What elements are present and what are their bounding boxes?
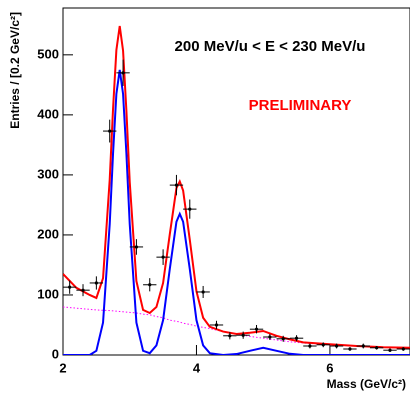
y-tick-label: 400 bbox=[37, 106, 59, 121]
annotation: PRELIMINARY bbox=[249, 97, 352, 114]
data-point bbox=[188, 207, 192, 211]
x-axis-label: Mass (GeV/c²) bbox=[327, 377, 406, 391]
fit-curve bbox=[63, 306, 410, 349]
y-tick-label: 300 bbox=[37, 166, 59, 181]
data-point bbox=[174, 183, 179, 187]
data-point bbox=[214, 323, 219, 327]
data-point bbox=[361, 344, 365, 348]
data-point bbox=[254, 327, 259, 331]
data-point bbox=[94, 281, 98, 285]
data-point bbox=[375, 346, 379, 350]
data-point bbox=[388, 348, 392, 352]
data-point bbox=[281, 337, 285, 341]
data-point bbox=[134, 245, 139, 249]
data-point bbox=[108, 129, 112, 133]
data-point bbox=[308, 344, 312, 348]
data-point bbox=[81, 288, 85, 292]
x-tick-label: 4 bbox=[193, 360, 201, 375]
fit-curve bbox=[63, 69, 410, 355]
fit-curve bbox=[63, 25, 410, 349]
y-tick-label: 200 bbox=[37, 226, 59, 241]
data-point bbox=[201, 290, 205, 294]
data-point bbox=[241, 333, 245, 337]
data-point bbox=[228, 334, 232, 338]
data-point bbox=[334, 344, 339, 348]
y-axis-label: Entries / [0.2 GeV/c²] bbox=[8, 12, 22, 129]
data-point bbox=[68, 285, 72, 289]
data-point bbox=[148, 283, 152, 287]
x-tick-label: 6 bbox=[326, 360, 333, 375]
chart-title: 200 MeV/u < E < 230 MeV/u bbox=[175, 38, 366, 55]
y-tick-label: 500 bbox=[37, 46, 59, 61]
y-tick-label: 0 bbox=[52, 346, 59, 361]
data-point bbox=[348, 347, 352, 351]
y-tick-label: 100 bbox=[37, 286, 59, 301]
data-point bbox=[294, 336, 299, 340]
data-point bbox=[121, 71, 125, 75]
data-point bbox=[161, 255, 165, 259]
data-point bbox=[321, 343, 325, 347]
x-tick-label: 2 bbox=[59, 360, 66, 375]
data-point bbox=[268, 335, 272, 339]
data-point bbox=[401, 347, 405, 351]
